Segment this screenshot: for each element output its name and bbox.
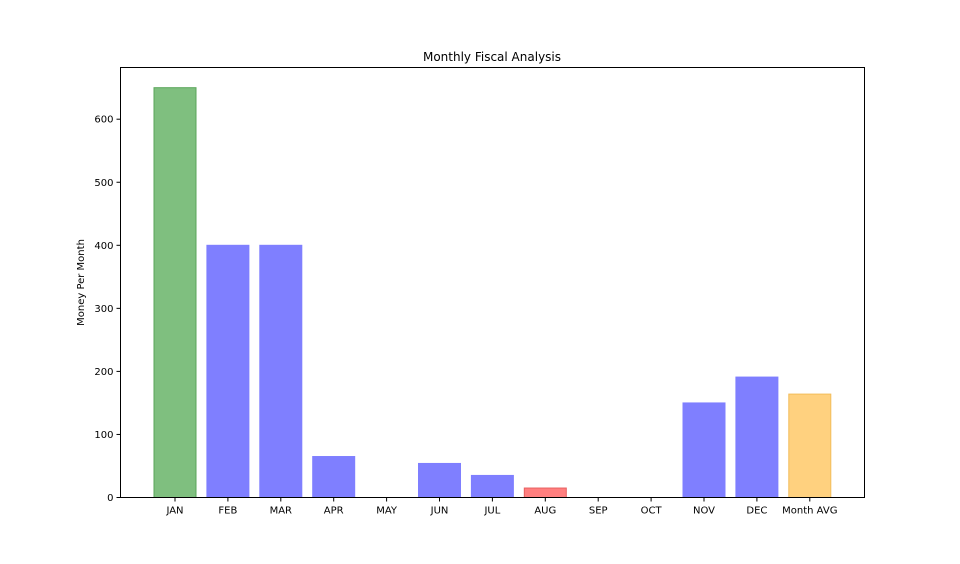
x-axis-ticks: JAN FEB MAR APR MAY JUN JUL AUG SEP OCT NOV DEC Mont… (165, 497, 837, 517)
y-tick-label: 600 (94, 115, 113, 126)
y-tick-label: 200 (94, 367, 113, 378)
y-tick-label: 300 (94, 304, 113, 315)
y-axis-ticks: 0 100 200 300 400 500 600 (94, 115, 121, 504)
bar-aug (523, 487, 567, 499)
x-tick-label: SEP (589, 506, 608, 517)
x-tick-label: OCT (641, 506, 663, 517)
bar-feb (206, 244, 250, 498)
y-tick-label: 400 (94, 241, 113, 252)
y-tick-label: 0 (107, 493, 113, 504)
plot-area-frame (120, 67, 865, 498)
x-tick-label: NOV (693, 506, 715, 517)
bar-dec (735, 376, 779, 499)
bar-month-avg (788, 393, 832, 499)
x-tick-label: Month AVG (782, 506, 837, 517)
x-tick-label: FEB (218, 506, 237, 517)
x-tick-label: MAY (376, 506, 398, 517)
bar-nov (682, 402, 726, 498)
chart-title: Monthly Fiscal Analysis (423, 50, 561, 64)
bar-apr (312, 456, 356, 498)
y-tick-label: 100 (94, 430, 113, 441)
x-tick-label: DEC (746, 506, 767, 517)
y-tick-label: 500 (94, 178, 113, 189)
bars-group (153, 87, 832, 499)
y-axis-label: Money Per Month (76, 239, 87, 326)
x-tick-label: APR (324, 506, 344, 517)
bar-jul (470, 474, 514, 498)
bar-jan (153, 87, 197, 499)
bar-jun (418, 462, 461, 499)
x-tick-label: JAN (165, 506, 183, 517)
x-tick-label: MAR (270, 506, 292, 517)
bar-mar (259, 244, 303, 498)
x-tick-label: AUG (534, 506, 556, 517)
x-tick-label: JUL (483, 506, 500, 517)
x-tick-label: JUN (430, 506, 449, 517)
